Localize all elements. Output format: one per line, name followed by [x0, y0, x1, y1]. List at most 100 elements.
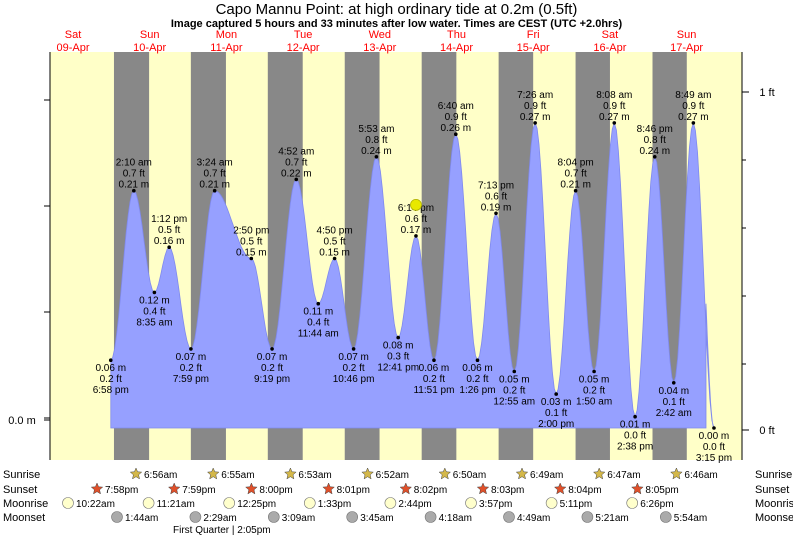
extreme-label: 0.08 m: [383, 341, 414, 352]
extreme-dot: [294, 177, 299, 182]
extreme-dot: [132, 188, 136, 193]
day-date-label: 12-Apr: [287, 42, 320, 54]
extreme-label: 12:55 am: [493, 397, 535, 408]
day-name-label: Tue: [294, 29, 313, 41]
extreme-label: 8:49 am: [675, 90, 711, 101]
right-axis-label-1ft: 1 ft: [759, 87, 774, 99]
day-name-label: Fri: [527, 29, 540, 41]
sunrise-time: 6:53am: [298, 470, 331, 481]
day-date-label: 09-Apr: [56, 42, 89, 54]
extreme-label: 0.07 m: [176, 352, 207, 363]
sun-star-icon: [361, 467, 374, 480]
day-date-label: 17-Apr: [670, 42, 703, 54]
moonrise-time: 6:26pm: [640, 499, 673, 510]
sunrise-time: 6:50am: [453, 470, 486, 481]
sunrise-time: 6:47am: [607, 470, 640, 481]
sun-star-icon: [284, 467, 297, 480]
extreme-label: 7:13 pm: [478, 180, 514, 191]
extreme-label: 0.7 ft: [123, 169, 145, 180]
moonset-row-label-left: Moonset: [3, 512, 45, 524]
extreme-label: 0.2 ft: [583, 386, 605, 397]
sun-star-icon: [399, 482, 413, 495]
extreme-label: 0.27 m: [599, 112, 630, 123]
extreme-dot: [712, 426, 716, 430]
extreme-label: 0.21 m: [560, 180, 591, 191]
moonrise-time: 1:33pm: [318, 499, 351, 510]
extreme-label: 0.7 ft: [204, 169, 226, 180]
extreme-dot: [633, 414, 637, 419]
extreme-dot: [533, 121, 537, 125]
moonset-time: 4:49am: [517, 513, 550, 524]
extreme-label: 3:15 pm: [696, 453, 732, 464]
extreme-label: 0.06 m: [95, 363, 126, 374]
extreme-label: 0.5 ft: [240, 237, 262, 248]
moonrise-time: 11:21am: [157, 499, 195, 510]
extreme-label: 1:26 pm: [459, 385, 495, 396]
extreme-label: 0.04 m: [658, 386, 689, 397]
extreme-label: 0.9 ft: [445, 112, 467, 123]
left-axis-label-0m: 0.0 m: [8, 415, 36, 427]
extreme-label: 0.6 ft: [485, 191, 507, 202]
extreme-label: 0.24 m: [361, 146, 392, 157]
chart-title: Capo Mannu Point: at high ordinary tide …: [215, 1, 578, 18]
day-date-label: 10-Apr: [133, 42, 166, 54]
extreme-dot: [351, 347, 356, 351]
moonrise-icon: [303, 497, 316, 509]
sun-star-icon: [631, 482, 644, 495]
day-date-label: 16-Apr: [593, 42, 626, 54]
moonset-time: 5:54am: [674, 513, 707, 524]
moonset-icon: [346, 511, 359, 523]
sun-star-icon: [167, 482, 181, 495]
moonset-icon: [424, 511, 437, 523]
extreme-label: 0.4 ft: [143, 306, 165, 317]
extreme-label: 0.03 m: [541, 397, 572, 408]
moonrise-time: 12:25pm: [237, 499, 276, 510]
extreme-label: 0.7 ft: [285, 157, 307, 168]
extreme-dot: [691, 121, 696, 125]
sunrise-time: 6:49am: [530, 470, 563, 481]
moon-phase-note: First Quarter | 2:05pm: [173, 525, 271, 536]
day-name-label: Sun: [677, 29, 697, 41]
sunset-time: 8:02pm: [414, 485, 447, 496]
extreme-label: 0.4 ft: [307, 318, 329, 329]
extreme-label: 0.2 ft: [423, 374, 445, 385]
day-date-label: 14-Apr: [440, 42, 473, 54]
sun-star-icon: [322, 482, 335, 495]
sunset-time: 8:00pm: [259, 485, 292, 496]
extreme-label: 4:50 pm: [317, 226, 353, 237]
sunrise-time: 6:55am: [221, 470, 254, 481]
extreme-dot: [512, 369, 517, 374]
extreme-dot: [592, 369, 596, 374]
moonset-time: 2:29am: [203, 513, 236, 524]
extreme-label: 0.24 m: [639, 146, 670, 157]
sun-star-icon: [245, 482, 258, 495]
day-date-label: 13-Apr: [363, 42, 396, 54]
extreme-label: 0.07 m: [257, 352, 288, 363]
extreme-label: 6:58 pm: [93, 385, 129, 396]
extreme-label: 0.0 ft: [703, 442, 725, 453]
extreme-dot: [374, 155, 379, 159]
extreme-label: 0.26 m: [441, 123, 472, 134]
extreme-dot: [108, 358, 113, 363]
extreme-label: 0.06 m: [462, 363, 493, 374]
extreme-dot: [652, 155, 657, 159]
moonset-row-label-right: Moonset: [755, 512, 793, 524]
extreme-label: 0.2 ft: [180, 363, 202, 374]
extreme-dot: [612, 121, 617, 125]
moonrise-time: 2:44pm: [398, 499, 431, 510]
extreme-label: 0.21 m: [119, 180, 150, 191]
extreme-label: 3:24 am: [197, 158, 233, 169]
sunset-time: 8:01pm: [337, 485, 370, 496]
extreme-dot: [554, 392, 558, 396]
moonset-icon: [267, 511, 280, 523]
sun-star-icon: [129, 467, 143, 480]
moonset-icon: [581, 511, 594, 523]
extreme-dot: [152, 290, 157, 295]
moonrise-time: 5:11pm: [560, 499, 593, 510]
day-name-label: Mon: [216, 29, 237, 41]
extreme-dot: [671, 381, 676, 385]
extreme-label: 8:35 am: [136, 317, 172, 328]
extreme-label: 5:53 am: [358, 124, 394, 135]
extreme-label: 0.06 m: [419, 363, 450, 374]
